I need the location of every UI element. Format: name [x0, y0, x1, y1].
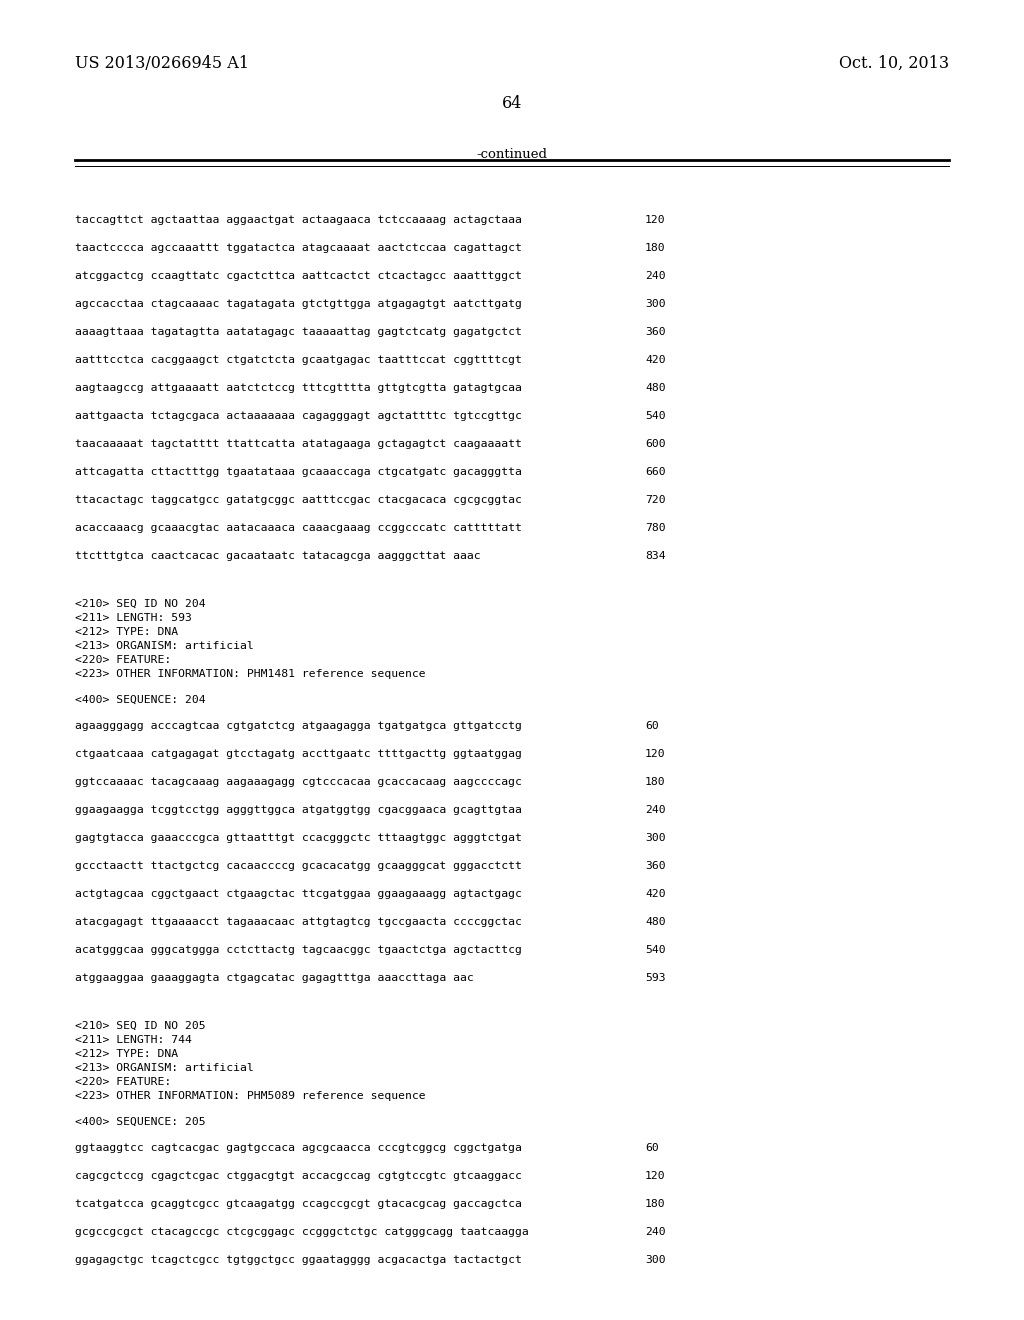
Text: ggaagaagga tcggtcctgg agggttggca atgatggtgg cgacggaaca gcagttgtaa: ggaagaagga tcggtcctgg agggttggca atgatgg…	[75, 805, 522, 814]
Text: acaccaaacg gcaaacgtac aatacaaaca caaacgaaag ccggcccatc catttttatt: acaccaaacg gcaaacgtac aatacaaaca caaacga…	[75, 523, 522, 533]
Text: <213> ORGANISM: artificial: <213> ORGANISM: artificial	[75, 642, 254, 651]
Text: 600: 600	[645, 440, 666, 449]
Text: 540: 540	[645, 411, 666, 421]
Text: aagtaagccg attgaaaatt aatctctccg tttcgtttta gttgtcgtta gatagtgcaa: aagtaagccg attgaaaatt aatctctccg tttcgtt…	[75, 383, 522, 393]
Text: 240: 240	[645, 1228, 666, 1237]
Text: 120: 120	[645, 215, 666, 224]
Text: 593: 593	[645, 973, 666, 983]
Text: 540: 540	[645, 945, 666, 954]
Text: <223> OTHER INFORMATION: PHM5089 reference sequence: <223> OTHER INFORMATION: PHM5089 referen…	[75, 1092, 426, 1101]
Text: 240: 240	[645, 805, 666, 814]
Text: <211> LENGTH: 593: <211> LENGTH: 593	[75, 612, 191, 623]
Text: 180: 180	[645, 243, 666, 253]
Text: 360: 360	[645, 861, 666, 871]
Text: 240: 240	[645, 271, 666, 281]
Text: aatttcctca cacggaagct ctgatctcta gcaatgagac taatttccat cggttttcgt: aatttcctca cacggaagct ctgatctcta gcaatga…	[75, 355, 522, 366]
Text: 720: 720	[645, 495, 666, 506]
Text: <220> FEATURE:: <220> FEATURE:	[75, 655, 171, 665]
Text: -continued: -continued	[476, 148, 548, 161]
Text: gccctaactt ttactgctcg cacaaccccg gcacacatgg gcaagggcat gggacctctt: gccctaactt ttactgctcg cacaaccccg gcacaca…	[75, 861, 522, 871]
Text: US 2013/0266945 A1: US 2013/0266945 A1	[75, 55, 249, 73]
Text: ctgaatcaaa catgagagat gtcctagatg accttgaatc ttttgacttg ggtaatggag: ctgaatcaaa catgagagat gtcctagatg accttga…	[75, 748, 522, 759]
Text: Oct. 10, 2013: Oct. 10, 2013	[839, 55, 949, 73]
Text: ggagagctgc tcagctcgcc tgtggctgcc ggaatagggg acgacactga tactactgct: ggagagctgc tcagctcgcc tgtggctgcc ggaatag…	[75, 1255, 522, 1265]
Text: 480: 480	[645, 917, 666, 927]
Text: 180: 180	[645, 777, 666, 787]
Text: <400> SEQUENCE: 205: <400> SEQUENCE: 205	[75, 1117, 206, 1127]
Text: <212> TYPE: DNA: <212> TYPE: DNA	[75, 627, 178, 638]
Text: aaaagttaaa tagatagtta aatatagagc taaaaattag gagtctcatg gagatgctct: aaaagttaaa tagatagtta aatatagagc taaaaat…	[75, 327, 522, 337]
Text: ggtaaggtcc cagtcacgac gagtgccaca agcgcaacca cccgtcggcg cggctgatga: ggtaaggtcc cagtcacgac gagtgccaca agcgcaa…	[75, 1143, 522, 1152]
Text: <400> SEQUENCE: 204: <400> SEQUENCE: 204	[75, 696, 206, 705]
Text: actgtagcaa cggctgaact ctgaagctac ttcgatggaa ggaagaaagg agtactgagc: actgtagcaa cggctgaact ctgaagctac ttcgatg…	[75, 888, 522, 899]
Text: 180: 180	[645, 1199, 666, 1209]
Text: 480: 480	[645, 383, 666, 393]
Text: 60: 60	[645, 1143, 658, 1152]
Text: atggaaggaa gaaaggagta ctgagcatac gagagtttga aaaccttaga aac: atggaaggaa gaaaggagta ctgagcatac gagagtt…	[75, 973, 474, 983]
Text: taactcccca agccaaattt tggatactca atagcaaaat aactctccaa cagattagct: taactcccca agccaaattt tggatactca atagcaa…	[75, 243, 522, 253]
Text: agaagggagg acccagtcaa cgtgatctcg atgaagagga tgatgatgca gttgatcctg: agaagggagg acccagtcaa cgtgatctcg atgaaga…	[75, 721, 522, 731]
Text: 660: 660	[645, 467, 666, 477]
Text: <210> SEQ ID NO 204: <210> SEQ ID NO 204	[75, 599, 206, 609]
Text: gcgccgcgct ctacagccgc ctcgcggagc ccgggctctgc catgggcagg taatcaagga: gcgccgcgct ctacagccgc ctcgcggagc ccgggct…	[75, 1228, 528, 1237]
Text: <213> ORGANISM: artificial: <213> ORGANISM: artificial	[75, 1063, 254, 1073]
Text: tcatgatcca gcaggtcgcc gtcaagatgg ccagccgcgt gtacacgcag gaccagctca: tcatgatcca gcaggtcgcc gtcaagatgg ccagccg…	[75, 1199, 522, 1209]
Text: 300: 300	[645, 1255, 666, 1265]
Text: cagcgctccg cgagctcgac ctggacgtgt accacgccag cgtgtccgtc gtcaaggacc: cagcgctccg cgagctcgac ctggacgtgt accacgc…	[75, 1171, 522, 1181]
Text: acatgggcaa gggcatggga cctcttactg tagcaacggc tgaactctga agctacttcg: acatgggcaa gggcatggga cctcttactg tagcaac…	[75, 945, 522, 954]
Text: <223> OTHER INFORMATION: PHM1481 reference sequence: <223> OTHER INFORMATION: PHM1481 referen…	[75, 669, 426, 678]
Text: 300: 300	[645, 300, 666, 309]
Text: <212> TYPE: DNA: <212> TYPE: DNA	[75, 1049, 178, 1059]
Text: 300: 300	[645, 833, 666, 843]
Text: taacaaaaat tagctatttt ttattcatta atatagaaga gctagagtct caagaaaatt: taacaaaaat tagctatttt ttattcatta atataga…	[75, 440, 522, 449]
Text: ggtccaaaac tacagcaaag aagaaagagg cgtcccacaa gcaccacaag aagccccagc: ggtccaaaac tacagcaaag aagaaagagg cgtccca…	[75, 777, 522, 787]
Text: <211> LENGTH: 744: <211> LENGTH: 744	[75, 1035, 191, 1045]
Text: aattgaacta tctagcgaca actaaaaaaa cagagggagt agctattttc tgtccgttgc: aattgaacta tctagcgaca actaaaaaaa cagaggg…	[75, 411, 522, 421]
Text: ttacactagc taggcatgcc gatatgcggc aatttccgac ctacgacaca cgcgcggtac: ttacactagc taggcatgcc gatatgcggc aatttcc…	[75, 495, 522, 506]
Text: gagtgtacca gaaacccgca gttaatttgt ccacgggctc tttaagtggc agggtctgat: gagtgtacca gaaacccgca gttaatttgt ccacggg…	[75, 833, 522, 843]
Text: taccagttct agctaattaa aggaactgat actaagaaca tctccaaaag actagctaaa: taccagttct agctaattaa aggaactgat actaaga…	[75, 215, 522, 224]
Text: 420: 420	[645, 888, 666, 899]
Text: atcggactcg ccaagttatc cgactcttca aattcactct ctcactagcc aaatttggct: atcggactcg ccaagttatc cgactcttca aattcac…	[75, 271, 522, 281]
Text: agccacctaa ctagcaaaac tagatagata gtctgttgga atgagagtgt aatcttgatg: agccacctaa ctagcaaaac tagatagata gtctgtt…	[75, 300, 522, 309]
Text: atacgagagt ttgaaaacct tagaaacaac attgtagtcg tgccgaacta ccccggctac: atacgagagt ttgaaaacct tagaaacaac attgtag…	[75, 917, 522, 927]
Text: attcagatta cttactttgg tgaatataaa gcaaaccaga ctgcatgatc gacagggtta: attcagatta cttactttgg tgaatataaa gcaaacc…	[75, 467, 522, 477]
Text: 780: 780	[645, 523, 666, 533]
Text: 120: 120	[645, 1171, 666, 1181]
Text: ttctttgtca caactcacac gacaataatc tatacagcga aagggcttat aaac: ttctttgtca caactcacac gacaataatc tatacag…	[75, 550, 480, 561]
Text: <210> SEQ ID NO 205: <210> SEQ ID NO 205	[75, 1020, 206, 1031]
Text: <220> FEATURE:: <220> FEATURE:	[75, 1077, 171, 1086]
Text: 64: 64	[502, 95, 522, 112]
Text: 360: 360	[645, 327, 666, 337]
Text: 834: 834	[645, 550, 666, 561]
Text: 60: 60	[645, 721, 658, 731]
Text: 420: 420	[645, 355, 666, 366]
Text: 120: 120	[645, 748, 666, 759]
